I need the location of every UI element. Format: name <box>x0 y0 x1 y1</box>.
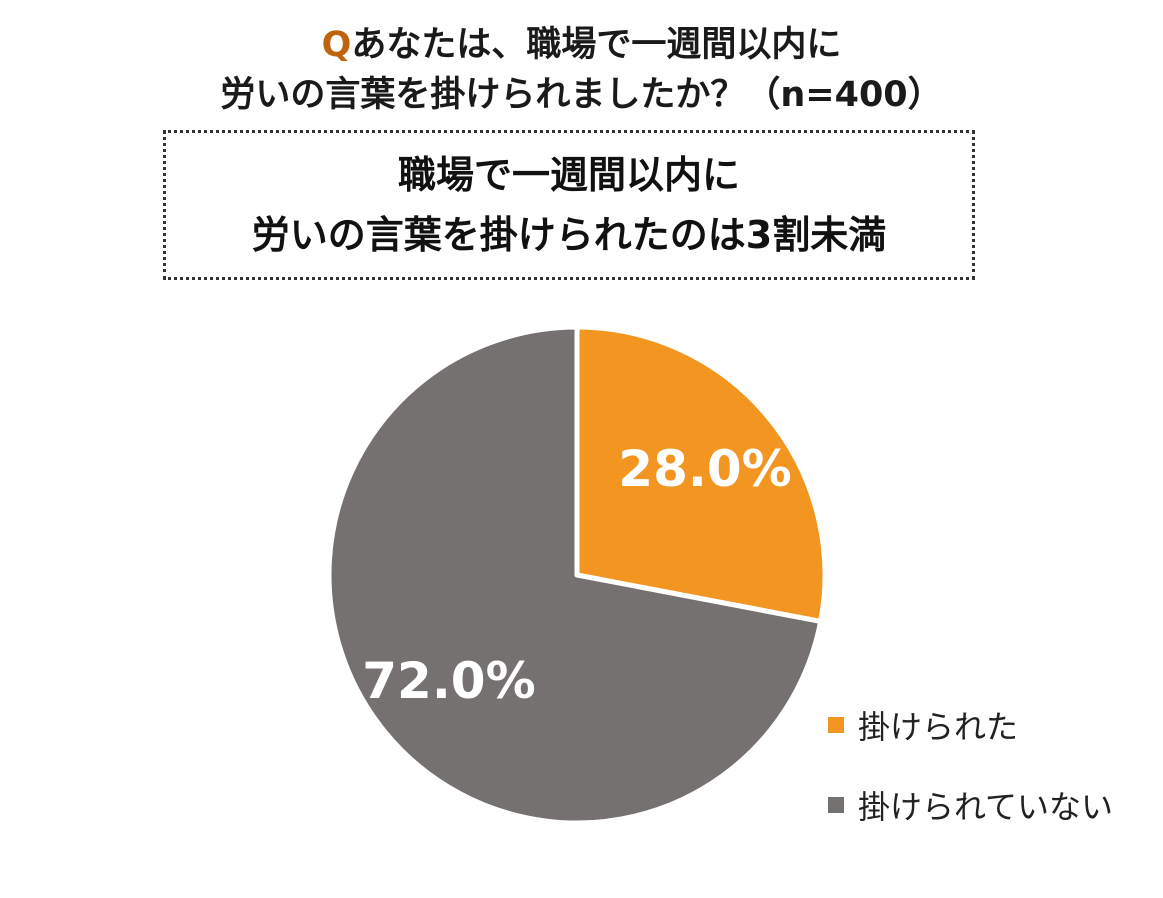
legend-label-not-received: 掛けられていない <box>858 788 1114 826</box>
legend-item-not-received: 掛けられていない <box>828 785 1114 826</box>
pie-label-not-received: 72.0% <box>362 652 535 710</box>
pie-label-received: 28.0% <box>618 440 791 498</box>
legend-label-received: 掛けられた <box>858 708 1019 746</box>
legend-item-received: 掛けられた <box>828 705 1113 746</box>
legend: 掛けられた 掛けられていない <box>828 705 1113 865</box>
legend-swatch-received <box>828 717 844 733</box>
legend-swatch-not-received <box>828 797 844 813</box>
question-line-1: Qあなたは、職場で一週間以内に <box>0 20 1163 70</box>
pie-slice-received <box>574 324 828 624</box>
question-marker: Q <box>321 25 352 65</box>
question-line-2: 労いの言葉を掛けられましたか？（n=400） <box>220 75 943 115</box>
question-text: Qあなたは、職場で一週間以内に 労いの言葉を掛けられましたか？（n=400） <box>0 20 1163 120</box>
question-line-1-text: あなたは、職場で一週間以内に <box>351 25 842 65</box>
pie-slice-not-received <box>326 324 824 826</box>
headline-line-2: 労いの言葉を掛けられたのは3割未満 <box>251 213 887 257</box>
headline-line-1: 職場で一週間以内に <box>397 153 740 197</box>
headline-box: 職場で一週間以内に 労いの言葉を掛けられたのは3割未満 <box>163 130 975 280</box>
